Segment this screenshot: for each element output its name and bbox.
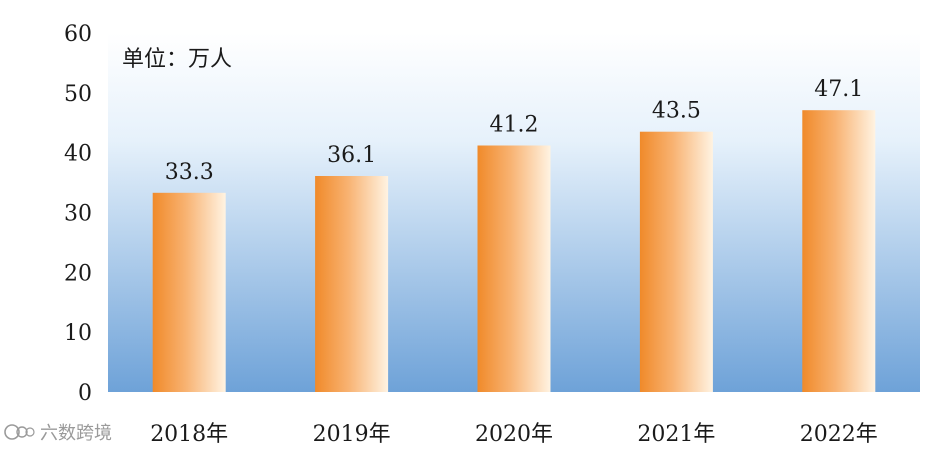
- logo-icon: [4, 424, 35, 440]
- bar-value-label: 43.5: [652, 99, 701, 124]
- bar: [315, 176, 389, 392]
- y-tick-label: 0: [78, 381, 92, 406]
- value-labels: 33.3 36.1 41.2 43.5 47.1: [165, 77, 864, 185]
- y-tick-label: 50: [64, 82, 92, 107]
- bar-value-label: 41.2: [490, 113, 539, 138]
- bar: [152, 192, 226, 392]
- x-tick-label: 2018年: [150, 422, 228, 447]
- x-tick-label: 2020年: [475, 422, 553, 447]
- y-tick-label: 10: [64, 321, 92, 346]
- x-axis-labels: 2018年 2019年 2020年 2021年 2022年: [150, 422, 878, 447]
- y-tick-label: 60: [64, 22, 92, 47]
- bar: [802, 110, 876, 392]
- bar-value-label: 33.3: [165, 160, 214, 185]
- x-tick-label: 2021年: [637, 422, 715, 447]
- y-tick-label: 30: [64, 202, 92, 227]
- bar: [639, 131, 713, 392]
- bar: [477, 145, 551, 392]
- y-axis-ticks: 0 10 20 30 40 50 60: [64, 22, 92, 406]
- y-tick-label: 20: [64, 261, 92, 286]
- x-tick-label: 2022年: [800, 422, 878, 447]
- watermark: 六数跨境: [4, 423, 112, 444]
- bars: [152, 110, 876, 392]
- y-tick-label: 40: [64, 142, 92, 167]
- watermark-text: 六数跨境: [40, 423, 112, 444]
- x-tick-label: 2019年: [313, 422, 391, 447]
- bar-value-label: 36.1: [327, 143, 376, 168]
- unit-label: 单位：万人: [122, 47, 232, 72]
- bar-value-label: 47.1: [814, 77, 863, 102]
